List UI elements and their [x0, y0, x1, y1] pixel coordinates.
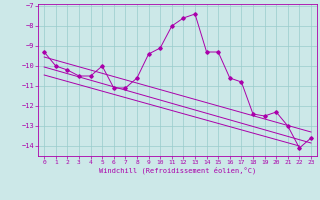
X-axis label: Windchill (Refroidissement éolien,°C): Windchill (Refroidissement éolien,°C): [99, 167, 256, 174]
